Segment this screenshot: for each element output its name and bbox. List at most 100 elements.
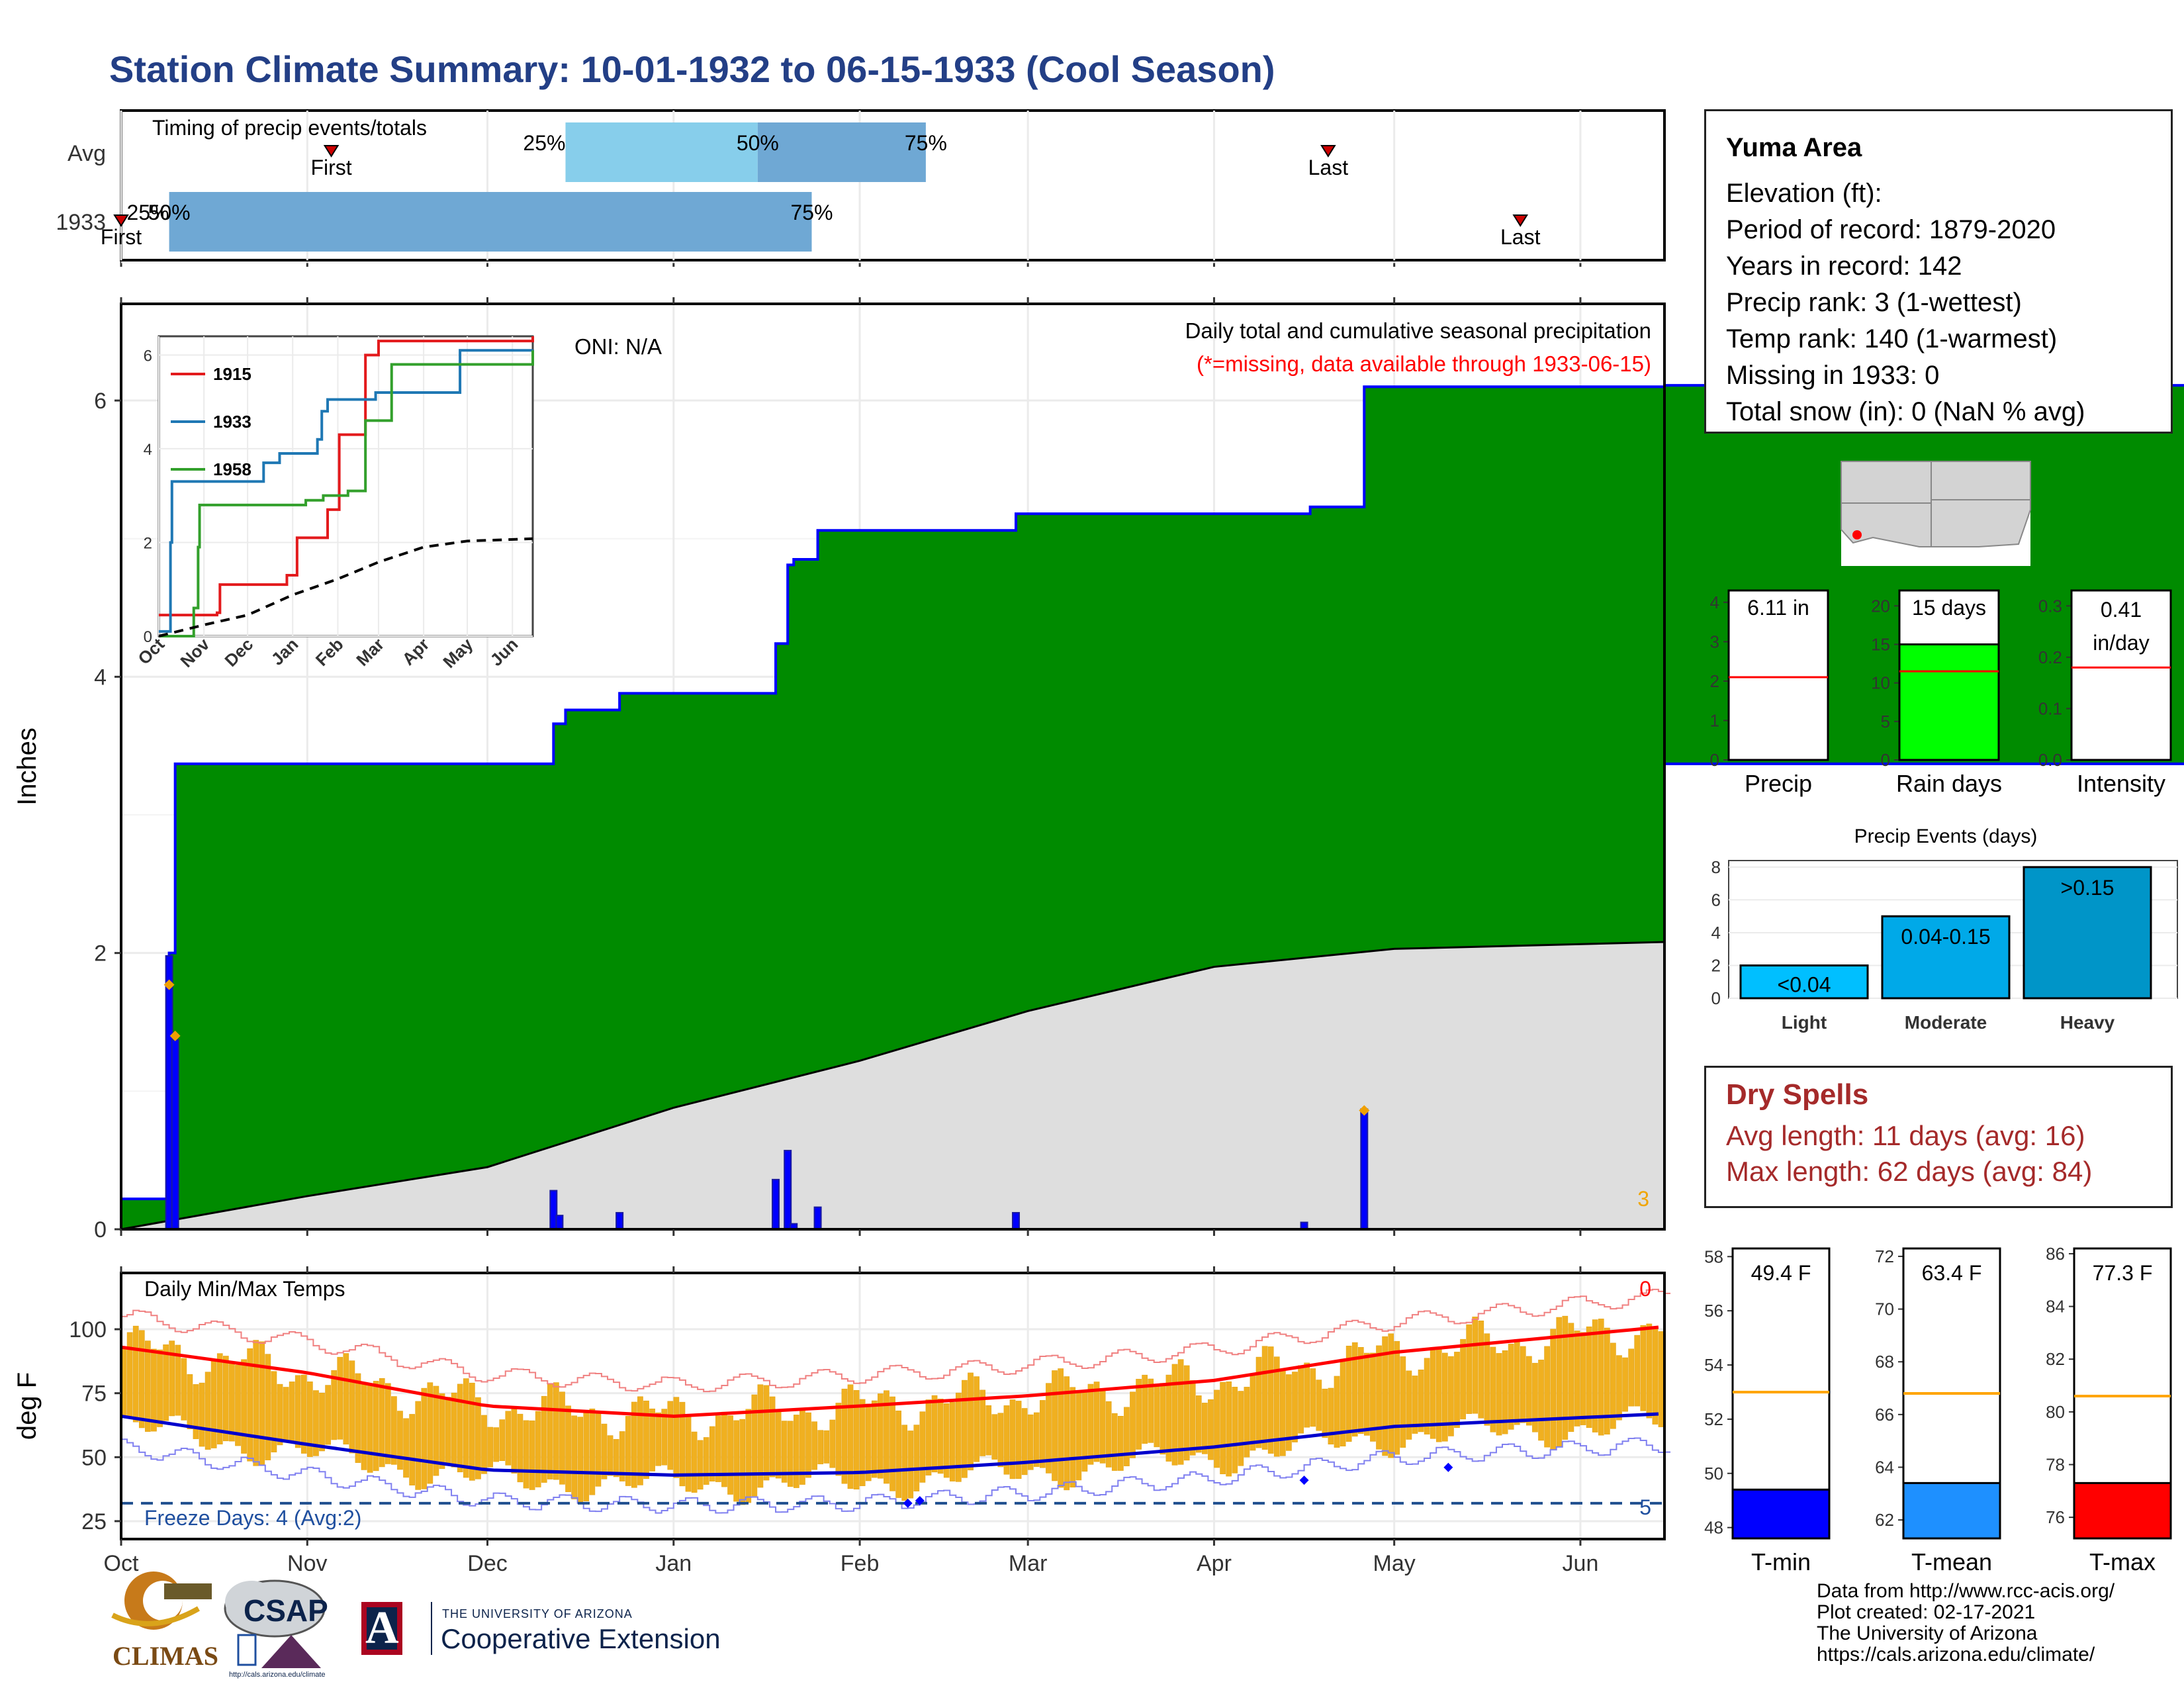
temp-summary-ytick-label: 80 (2046, 1402, 2065, 1422)
timing-first-label: First (101, 225, 142, 249)
events-ytick-label: 6 (1711, 890, 1721, 910)
daily-temp-bar (1202, 1403, 1208, 1454)
daily-temp-bar (1574, 1331, 1580, 1427)
daily-temp-bar (895, 1410, 901, 1498)
events-category-label: Heavy (2060, 1012, 2115, 1033)
daily-temp-bar (193, 1384, 199, 1439)
daily-temp-bar (1364, 1352, 1370, 1436)
daily-temp-bar (1040, 1400, 1046, 1468)
daily-temp-bar (595, 1412, 602, 1487)
summary-ytick-label: 15 (1871, 634, 1890, 654)
temp-ytick-label: 100 (69, 1317, 107, 1342)
daily-temp-bar (997, 1413, 1004, 1468)
daily-temp-bar (823, 1430, 830, 1464)
daily-temp-bar (589, 1408, 596, 1495)
daily-temp-bar (1238, 1391, 1244, 1466)
daily-temp-bar (757, 1384, 764, 1488)
daily-temp-bar (517, 1413, 523, 1483)
daily-temp-bar (878, 1393, 884, 1479)
oni-label: ONI: N/A (574, 334, 662, 359)
daily-temp-bar (385, 1383, 391, 1464)
csap-logo-text: CSAP (244, 1593, 328, 1628)
daily-temp-bar (1093, 1382, 1100, 1462)
timing-p50-label: 50% (148, 201, 191, 224)
daily-temp-bar (529, 1420, 535, 1490)
daily-temp-bar (1148, 1378, 1154, 1443)
precip-ytick-label: 2 (94, 941, 107, 966)
daily-temp-bar (937, 1398, 944, 1474)
daily-temp-bar (475, 1397, 481, 1479)
temp-summary-value-label: 63.4 F (1922, 1261, 1982, 1285)
daily-temp-bar (709, 1426, 715, 1481)
daily-temp-bar (1087, 1383, 1094, 1465)
daily-temp-bar (817, 1430, 823, 1464)
temp-summary-ytick-label: 76 (2046, 1507, 2065, 1527)
inset-ytick-label: 6 (144, 347, 152, 365)
daily-temp-bar (931, 1395, 938, 1473)
summary-ytick-label: 0.3 (2038, 596, 2062, 616)
timing-last-marker (1512, 214, 1529, 227)
summary-value-label: 6.11 in (1747, 596, 1809, 620)
timing-first-label: First (310, 156, 351, 179)
daily-temp-bar (469, 1382, 475, 1481)
temp-summary-ytick-label: 54 (1704, 1355, 1723, 1375)
daily-temp-bar (559, 1391, 565, 1485)
daily-temp-bar (1298, 1365, 1304, 1434)
daily-temp-bar (433, 1385, 439, 1476)
daily-temp-bar (643, 1400, 649, 1479)
precip-ylabel: Inches (13, 727, 42, 806)
daily-temp-bar (853, 1390, 860, 1490)
heavy-event-marker (169, 1030, 181, 1041)
temp-label: Daily Min/Max Temps (144, 1277, 345, 1301)
inset-average-line (158, 537, 533, 637)
daily-temp-bar (1316, 1380, 1322, 1431)
daily-temp-bar (1357, 1346, 1364, 1434)
daily-temp-bar (583, 1412, 590, 1502)
timing-bar-25-50 (565, 122, 758, 182)
daily-temp-bar (949, 1402, 956, 1481)
month-label: Apr (1197, 1551, 1232, 1576)
dry-spells-avg: Avg length: 11 days (avg: 16) (1726, 1120, 2085, 1151)
daily-temp-bar (1099, 1388, 1106, 1464)
summary-ytick-label: 0 (1881, 750, 1890, 770)
daily-temp-bar (169, 1340, 175, 1417)
daily-temp-bar (1064, 1376, 1070, 1491)
daily-temp-bar (859, 1399, 866, 1486)
daily-temp-bar (1322, 1388, 1328, 1438)
daily-temp-bar (661, 1409, 668, 1466)
daily-temp-bar (685, 1416, 692, 1492)
temp-summary-bar (2073, 1481, 2172, 1540)
daily-temp-bar (373, 1381, 379, 1472)
daily-temp-bar (577, 1417, 584, 1503)
summary-bars: 0 1 2 3 4 6.11 in Precip 0 5 10 15 20 15 days Rain da… (1710, 589, 2172, 797)
summary-value-bar (2070, 589, 2172, 761)
daily-temp-bar (1345, 1346, 1352, 1442)
daily-temp-bar (295, 1375, 301, 1448)
temp-summary-ytick-label: 84 (2046, 1297, 2065, 1317)
inset-legend-label: 1958 (213, 459, 251, 479)
daily-temp-bar (493, 1427, 500, 1462)
month-label: Dec (467, 1551, 507, 1576)
daily-temp-bar (794, 1415, 799, 1488)
temp-summary-ytick-label: 58 (1704, 1246, 1723, 1266)
credit-line-university: The University of Arizona (1817, 1622, 2038, 1644)
daily-temp-bar (1142, 1374, 1148, 1444)
daily-temp-bar (1118, 1416, 1124, 1471)
month-label: May (1373, 1551, 1416, 1576)
daily-temp-bar (181, 1358, 187, 1421)
events-ytick-label: 4 (1711, 923, 1721, 943)
record-min-line (121, 1437, 1671, 1514)
daily-temp-bar (673, 1397, 680, 1478)
daily-temp-bar (1418, 1370, 1424, 1432)
daily-temp-bar (259, 1341, 265, 1466)
dry-spells-box: Dry Spells Avg length: 11 days (avg: 16)… (1704, 1066, 2173, 1208)
credit-line-created: Plot created: 02-17-2021 (1817, 1601, 2036, 1623)
daily-temp-bar (1448, 1356, 1454, 1436)
daily-temp-bar (235, 1364, 241, 1446)
daily-temp-bar (1183, 1365, 1190, 1461)
precip-annotation-missing: (*=missing, data available through 1933-… (1197, 352, 1651, 376)
daily-temp-bar (1460, 1338, 1466, 1420)
daily-temp-bar (1255, 1356, 1262, 1448)
station-location-dot (1852, 530, 1862, 539)
